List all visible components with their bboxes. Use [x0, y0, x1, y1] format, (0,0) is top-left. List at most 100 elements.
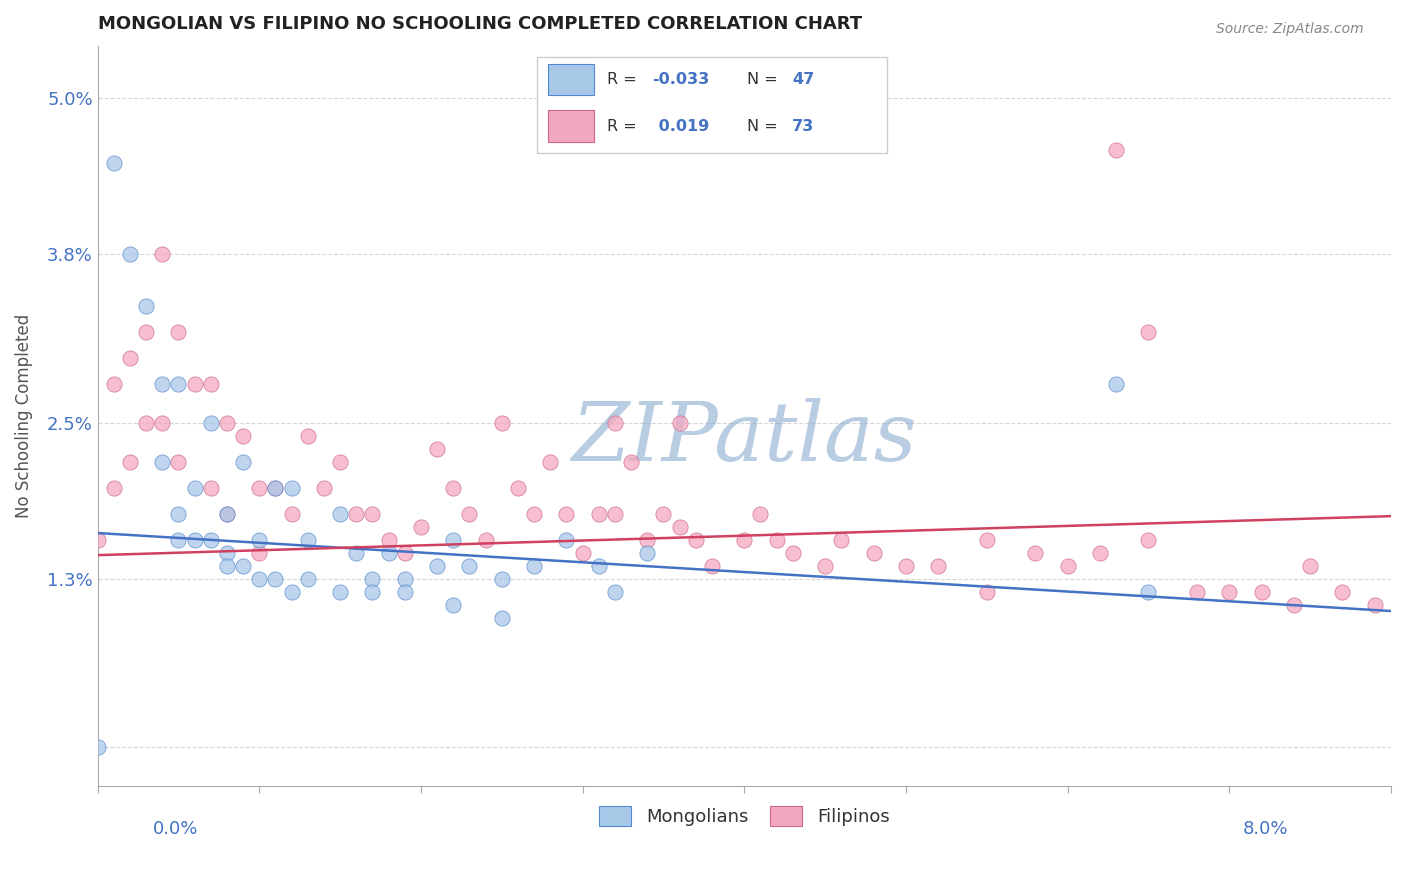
Point — [1331, 584, 1354, 599]
Point — [361, 507, 384, 521]
Point — [280, 481, 302, 495]
Point — [118, 246, 141, 260]
Point — [1299, 558, 1322, 573]
Point — [588, 558, 610, 573]
Point — [620, 454, 643, 468]
Point — [103, 376, 125, 391]
Point — [297, 533, 319, 547]
Point — [329, 454, 352, 468]
Point — [344, 507, 367, 521]
Point — [247, 481, 270, 495]
Point — [765, 533, 787, 547]
Point — [506, 481, 529, 495]
Text: -0.033: -0.033 — [652, 72, 710, 87]
Point — [167, 533, 190, 547]
Point — [86, 533, 108, 547]
Point — [1088, 545, 1111, 559]
Point — [1105, 143, 1128, 157]
Text: 0.019: 0.019 — [652, 119, 709, 134]
Point — [297, 572, 319, 586]
Point — [603, 507, 626, 521]
Point — [167, 325, 190, 339]
Point — [118, 351, 141, 365]
Point — [377, 545, 399, 559]
Text: 47: 47 — [793, 72, 814, 87]
Point — [200, 376, 222, 391]
Point — [894, 558, 917, 573]
Point — [636, 533, 658, 547]
Point — [135, 299, 157, 313]
Legend: Mongolians, Filipinos: Mongolians, Filipinos — [588, 795, 900, 837]
Point — [1185, 584, 1208, 599]
Point — [668, 519, 690, 533]
Point — [183, 481, 205, 495]
Point — [1024, 545, 1046, 559]
Point — [538, 454, 561, 468]
Point — [103, 155, 125, 169]
Point — [474, 533, 496, 547]
Point — [86, 740, 108, 755]
Point — [491, 416, 513, 430]
Point — [1137, 325, 1160, 339]
Point — [426, 558, 449, 573]
Point — [523, 558, 546, 573]
Point — [329, 507, 352, 521]
Text: 0.0%: 0.0% — [153, 820, 198, 838]
Point — [976, 584, 998, 599]
Point — [280, 584, 302, 599]
Point — [344, 545, 367, 559]
Point — [1250, 584, 1272, 599]
Point — [150, 246, 173, 260]
Point — [200, 481, 222, 495]
Point — [215, 416, 238, 430]
Point — [183, 533, 205, 547]
Point — [1137, 533, 1160, 547]
Point — [247, 545, 270, 559]
Point — [571, 545, 593, 559]
Point — [814, 558, 837, 573]
Point — [426, 442, 449, 456]
Point — [232, 428, 254, 442]
Point — [555, 507, 578, 521]
Point — [1105, 376, 1128, 391]
Point — [312, 481, 335, 495]
Point — [441, 533, 464, 547]
Point — [280, 507, 302, 521]
Point — [150, 376, 173, 391]
Point — [200, 533, 222, 547]
Point — [361, 572, 384, 586]
Text: ZIPatlas: ZIPatlas — [572, 399, 917, 478]
Point — [394, 545, 416, 559]
Point — [1218, 584, 1240, 599]
Point — [668, 416, 690, 430]
Point — [1056, 558, 1078, 573]
Point — [830, 533, 852, 547]
Point — [361, 584, 384, 599]
Text: MONGOLIAN VS FILIPINO NO SCHOOLING COMPLETED CORRELATION CHART: MONGOLIAN VS FILIPINO NO SCHOOLING COMPL… — [97, 15, 862, 33]
Point — [491, 610, 513, 624]
Point — [458, 507, 481, 521]
Text: R =: R = — [607, 119, 643, 134]
Point — [555, 533, 578, 547]
Point — [733, 533, 755, 547]
Point — [685, 533, 707, 547]
Point — [200, 416, 222, 430]
Y-axis label: No Schooling Completed: No Schooling Completed — [15, 314, 32, 518]
Point — [1282, 598, 1305, 612]
Point — [183, 376, 205, 391]
Point — [636, 545, 658, 559]
Point — [264, 481, 287, 495]
Point — [232, 558, 254, 573]
Point — [1364, 598, 1386, 612]
Point — [1137, 584, 1160, 599]
Text: Source: ZipAtlas.com: Source: ZipAtlas.com — [1216, 22, 1364, 37]
Point — [103, 481, 125, 495]
Point — [409, 519, 432, 533]
Point — [782, 545, 804, 559]
Point — [264, 481, 287, 495]
Bar — [548, 110, 593, 142]
Text: 73: 73 — [793, 119, 814, 134]
Point — [135, 416, 157, 430]
Bar — [548, 63, 593, 95]
Point — [247, 572, 270, 586]
